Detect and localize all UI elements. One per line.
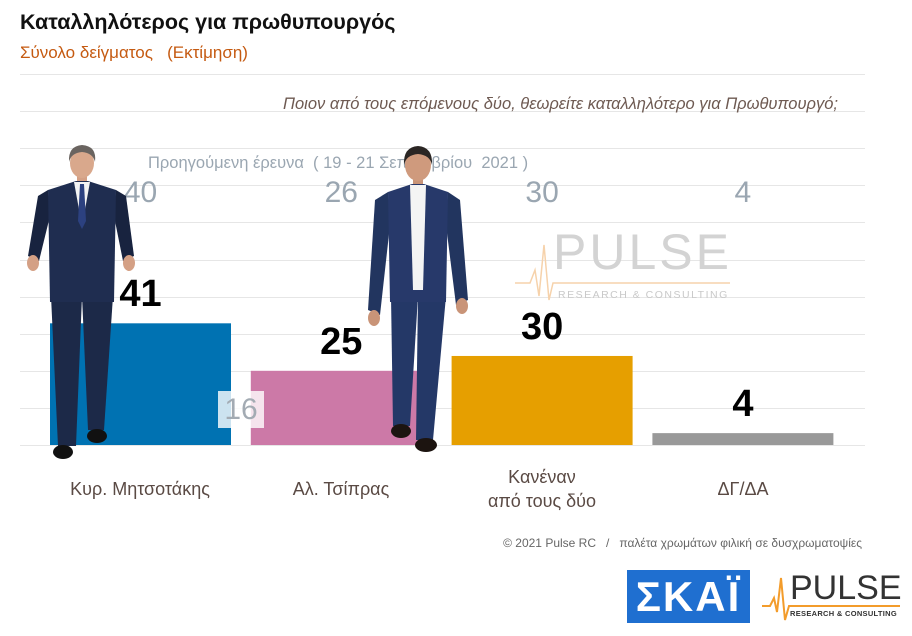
copyright-footer: © 2021 Pulse RC / παλέτα χρωμάτων φιλική… (503, 536, 862, 550)
chart-subtitle: Σύνολο δείγματος (Εκτίμηση) (20, 43, 248, 62)
pulse-logo-tagline: RESEARCH & CONSULTING (790, 609, 897, 618)
watermark-tagline: RESEARCH & CONSULTING (558, 289, 729, 301)
bar-3 (451, 355, 633, 445)
annotation-label: 16 (218, 391, 264, 428)
current-value-label: 30 (520, 305, 564, 348)
current-value-label: 41 (119, 273, 162, 316)
heartbeat-icon (515, 244, 730, 301)
current-value-label: 4 (732, 383, 754, 426)
previous-value-label: 30 (525, 176, 559, 209)
previous-value-label: 26 (324, 176, 358, 209)
category-label: Κανέναν από τους δύο (487, 467, 597, 511)
chart-title: Καταλληλότερος για πρωθυπουργός (20, 10, 396, 34)
previous-value-label: 40 (123, 176, 158, 209)
bar-1 (50, 323, 231, 445)
category-label: Αλ. Τσίπρας (292, 479, 390, 499)
category-label: Κυρ. Μητσοτάκης (70, 479, 210, 499)
category-label: ΔΓ/ΔΑ (717, 479, 769, 499)
bar-2 (250, 370, 432, 445)
previous-value-label: 4 (734, 176, 752, 209)
current-value-label: 25 (320, 320, 363, 363)
bar-4 (652, 433, 834, 445)
survey-question: Ποιον από τους επόμενους δύο, θεωρείτε κ… (283, 95, 838, 113)
skai-logo: ΣΚΑΪ (627, 570, 750, 623)
previous-survey-caption: Προηγούμενη έρευνα ( 19 - 21 Σεπτεμβρίου… (148, 154, 529, 172)
pulse-logo: PULSE (790, 569, 902, 607)
watermark-brand: PULSE (553, 224, 732, 280)
